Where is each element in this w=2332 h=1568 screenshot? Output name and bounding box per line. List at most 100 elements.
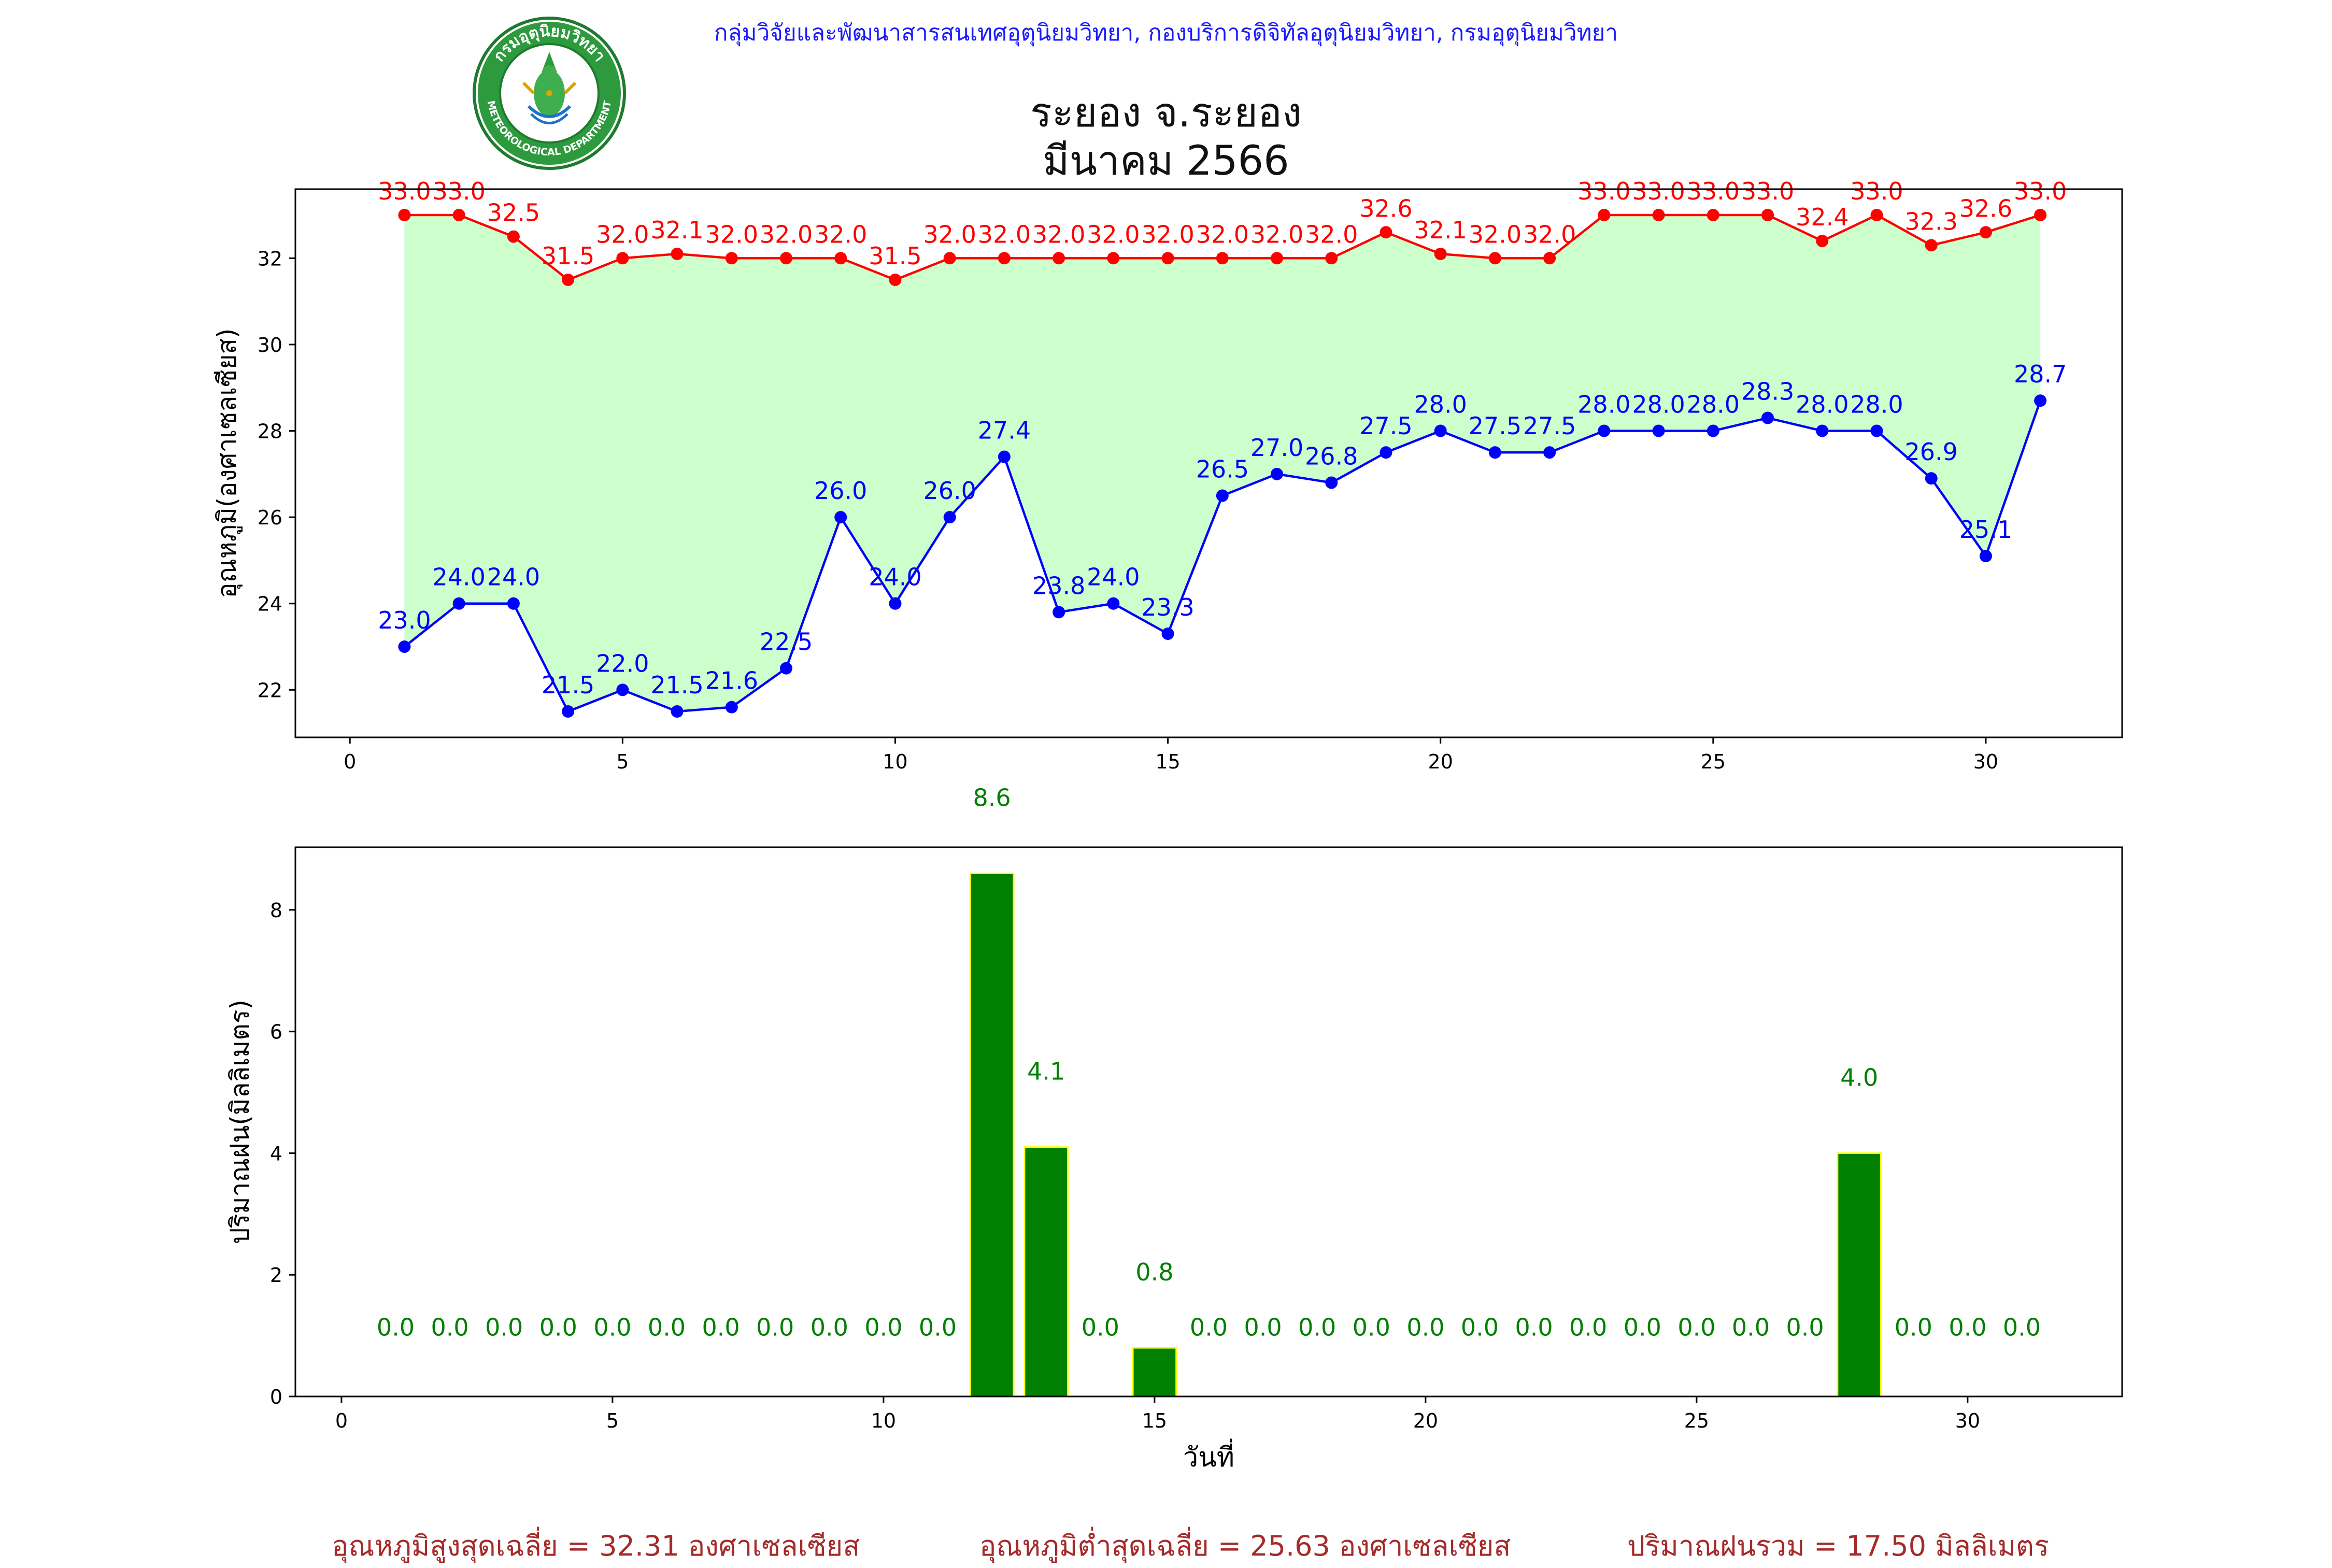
max-temp-label: 32.0 [1305, 220, 1358, 248]
y-tick-label: 26 [258, 506, 282, 529]
min-temp-label: 22.5 [760, 628, 813, 656]
max-temp-point [1707, 208, 1719, 221]
max-temp-label: 32.4 [1796, 203, 1848, 231]
min-temp-label: 22.0 [596, 649, 649, 677]
rain-value-label: 0.0 [1190, 1314, 1228, 1342]
max-temp-label: 32.6 [1359, 194, 1412, 222]
rain-value-label: 0.0 [1732, 1314, 1770, 1342]
max-temp-point [834, 252, 847, 265]
x-tick-label: 30 [1973, 750, 1998, 773]
avg-min-temp-summary: อุณหภูมิต่ำสุดเฉลี่ย = 25.63 องศาเซลเซีย… [979, 1530, 1511, 1562]
min-temp-label: 24.0 [432, 563, 485, 591]
max-temp-point [1053, 252, 1065, 265]
max-temp-label: 33.0 [432, 177, 485, 205]
min-temp-label: 25.1 [1959, 516, 2012, 544]
rain-value-label: 0.0 [810, 1314, 848, 1342]
min-temp-point [1870, 424, 1883, 437]
max-temp-label: 32.6 [1959, 194, 2012, 222]
rain-value-label: 0.8 [1135, 1258, 1173, 1286]
min-temp-point [1053, 606, 1065, 619]
rain-value-label: 0.0 [702, 1314, 740, 1342]
min-temp-point [562, 705, 575, 718]
rain-value-label: 0.0 [1677, 1314, 1715, 1342]
min-temp-label: 26.0 [923, 477, 976, 505]
x-tick-label: 5 [606, 1409, 619, 1432]
min-temp-label: 26.9 [1905, 438, 1958, 466]
rain-value-label: 0.0 [1786, 1314, 1824, 1342]
min-temp-label: 27.4 [978, 417, 1031, 445]
max-temp-label: 33.0 [1687, 177, 1740, 205]
max-temp-point [507, 230, 520, 243]
min-temp-point [1979, 550, 1992, 563]
max-temp-point [943, 252, 956, 265]
min-temp-label: 23.0 [378, 606, 431, 634]
max-temp-point [1870, 208, 1883, 221]
avg-max-temp-summary: อุณหภูมิสูงสุดเฉลี่ย = 32.31 องศาเซลเซีย… [332, 1530, 860, 1562]
x-tick-label: 30 [1955, 1409, 1980, 1432]
min-temp-point [1925, 472, 1938, 485]
min-temp-label: 26.5 [1196, 455, 1249, 483]
rainfall-x-axis-label: วันที่ [1183, 1438, 1234, 1473]
max-temp-label: 32.1 [1414, 216, 1467, 244]
max-temp-label: 32.0 [705, 220, 758, 248]
rain-value-label: 0.0 [756, 1314, 794, 1342]
rain-value-label: 4.1 [1027, 1058, 1065, 1086]
min-temp-point [1761, 411, 1774, 424]
y-tick-label: 2 [270, 1264, 282, 1287]
x-tick-label: 15 [1155, 750, 1180, 773]
rain-bar [1023, 1146, 1069, 1398]
chart-title-month: มีนาคม 2566 [1043, 138, 1289, 184]
rain-value-label: 0.0 [1624, 1314, 1661, 1342]
x-tick-label: 0 [344, 750, 356, 773]
min-temp-point [998, 450, 1011, 463]
min-temp-point [834, 511, 847, 524]
chart-title-station: ระยอง จ.ระยอง [1030, 90, 1302, 136]
rain-value-label: 0.0 [648, 1314, 686, 1342]
y-tick-label: 24 [258, 593, 282, 616]
rain-value-label: 0.0 [1949, 1314, 1986, 1342]
rain-value-label: 0.0 [1244, 1314, 1282, 1342]
min-temp-label: 21.6 [705, 667, 758, 695]
rain-value-label: 8.6 [973, 783, 1011, 811]
min-temp-point [1707, 424, 1719, 437]
max-temp-point [616, 252, 629, 265]
max-temp-label: 32.3 [1905, 207, 1958, 235]
min-temp-label: 28.0 [1577, 391, 1630, 419]
rain-value-label: 0.0 [485, 1314, 523, 1342]
min-temp-point [1161, 628, 1174, 640]
min-temp-label: 28.0 [1850, 391, 1903, 419]
rain-value-label: 0.0 [2003, 1314, 2041, 1342]
min-temp-point [889, 597, 902, 610]
rain-value-label: 0.0 [539, 1314, 577, 1342]
y-tick-label: 32 [258, 247, 282, 270]
min-temp-point [1488, 446, 1501, 459]
max-temp-label: 33.0 [378, 177, 431, 205]
min-temp-label: 28.0 [1687, 391, 1740, 419]
rain-value-label: 0.0 [919, 1314, 957, 1342]
min-temp-label: 28.3 [1741, 378, 1794, 406]
min-temp-point [671, 705, 684, 718]
y-tick-label: 22 [258, 679, 282, 702]
max-temp-label: 32.0 [814, 220, 867, 248]
max-temp-point [1598, 208, 1611, 221]
max-temp-point [1979, 226, 1992, 239]
max-temp-point [1543, 252, 1556, 265]
x-tick-label: 25 [1684, 1409, 1709, 1432]
max-temp-label: 31.5 [542, 242, 594, 270]
max-temp-label: 32.0 [1523, 220, 1576, 248]
min-temp-point [1652, 424, 1665, 437]
max-temp-point [562, 273, 575, 286]
min-temp-point [398, 640, 411, 653]
max-temp-label: 31.5 [869, 242, 921, 270]
min-temp-label: 27.5 [1359, 412, 1412, 440]
max-temp-label: 33.0 [1632, 177, 1685, 205]
min-temp-point [1325, 476, 1338, 489]
min-temp-point [1543, 446, 1556, 459]
min-temp-label: 21.5 [542, 671, 594, 699]
min-temp-point [616, 683, 629, 696]
max-temp-label: 33.0 [1741, 177, 1794, 205]
rain-value-label: 0.0 [1082, 1314, 1119, 1342]
max-temp-label: 32.0 [1196, 220, 1249, 248]
y-tick-label: 4 [270, 1142, 282, 1165]
